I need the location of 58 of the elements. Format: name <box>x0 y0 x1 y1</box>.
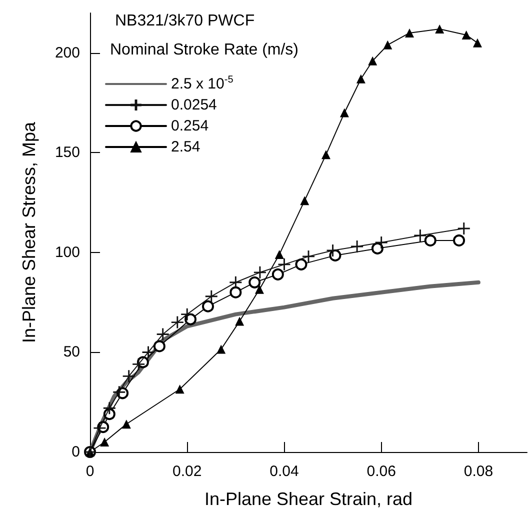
point <box>94 422 106 434</box>
point <box>202 300 214 312</box>
point <box>254 266 266 278</box>
y-tick-label: 200 <box>54 44 80 62</box>
point <box>230 286 242 298</box>
point <box>424 234 436 246</box>
point <box>435 24 444 34</box>
point <box>103 402 116 414</box>
x-tick-label: 0.04 <box>270 463 299 480</box>
point <box>371 242 384 254</box>
point <box>216 344 226 354</box>
point <box>462 30 471 40</box>
point <box>235 316 244 326</box>
point <box>153 340 166 352</box>
point <box>156 328 169 340</box>
point <box>321 150 330 160</box>
point <box>404 28 414 38</box>
point <box>326 244 339 256</box>
point <box>340 108 349 118</box>
y-tick-label: 0 <box>72 444 80 460</box>
point <box>295 258 308 270</box>
chart-title: NB321/3k70 PWCF <box>115 12 255 30</box>
point <box>356 74 366 84</box>
point <box>175 384 184 394</box>
point <box>142 346 154 358</box>
point <box>230 276 242 288</box>
point <box>171 316 184 328</box>
y-tick-label: 50 <box>63 344 80 361</box>
point <box>122 370 135 382</box>
legend-label: 2.54 <box>171 138 200 156</box>
point <box>453 234 466 246</box>
point <box>383 40 392 50</box>
point <box>278 258 290 270</box>
point <box>272 268 284 280</box>
point <box>181 308 194 320</box>
point <box>100 438 110 447</box>
legend-title: Nominal Stroke Rate (m/s) <box>110 42 298 58</box>
point <box>368 56 378 66</box>
point <box>472 38 482 48</box>
x-axis-title: In-Plane Shear Strain, rad <box>204 489 413 509</box>
x-tick-label: 0.02 <box>172 463 202 480</box>
x-tick-label: 0.08 <box>464 463 494 480</box>
point <box>122 420 131 429</box>
x-tick-label: 0 <box>86 463 94 480</box>
point <box>274 250 284 259</box>
legend-label: 0.254 <box>171 118 209 134</box>
point <box>205 290 218 302</box>
y-axis-title: In-Plane Shear Stress, Mpa <box>19 120 39 344</box>
legend-label: 0.0254 <box>171 96 217 114</box>
point <box>254 284 264 294</box>
x-tick-label: 0.06 <box>366 463 396 480</box>
point <box>248 276 261 288</box>
point <box>300 196 310 206</box>
y-tick-label: 150 <box>54 144 80 162</box>
y-tick-label: 100 <box>54 244 80 261</box>
point <box>132 358 145 370</box>
point <box>113 386 126 398</box>
point <box>351 240 364 252</box>
